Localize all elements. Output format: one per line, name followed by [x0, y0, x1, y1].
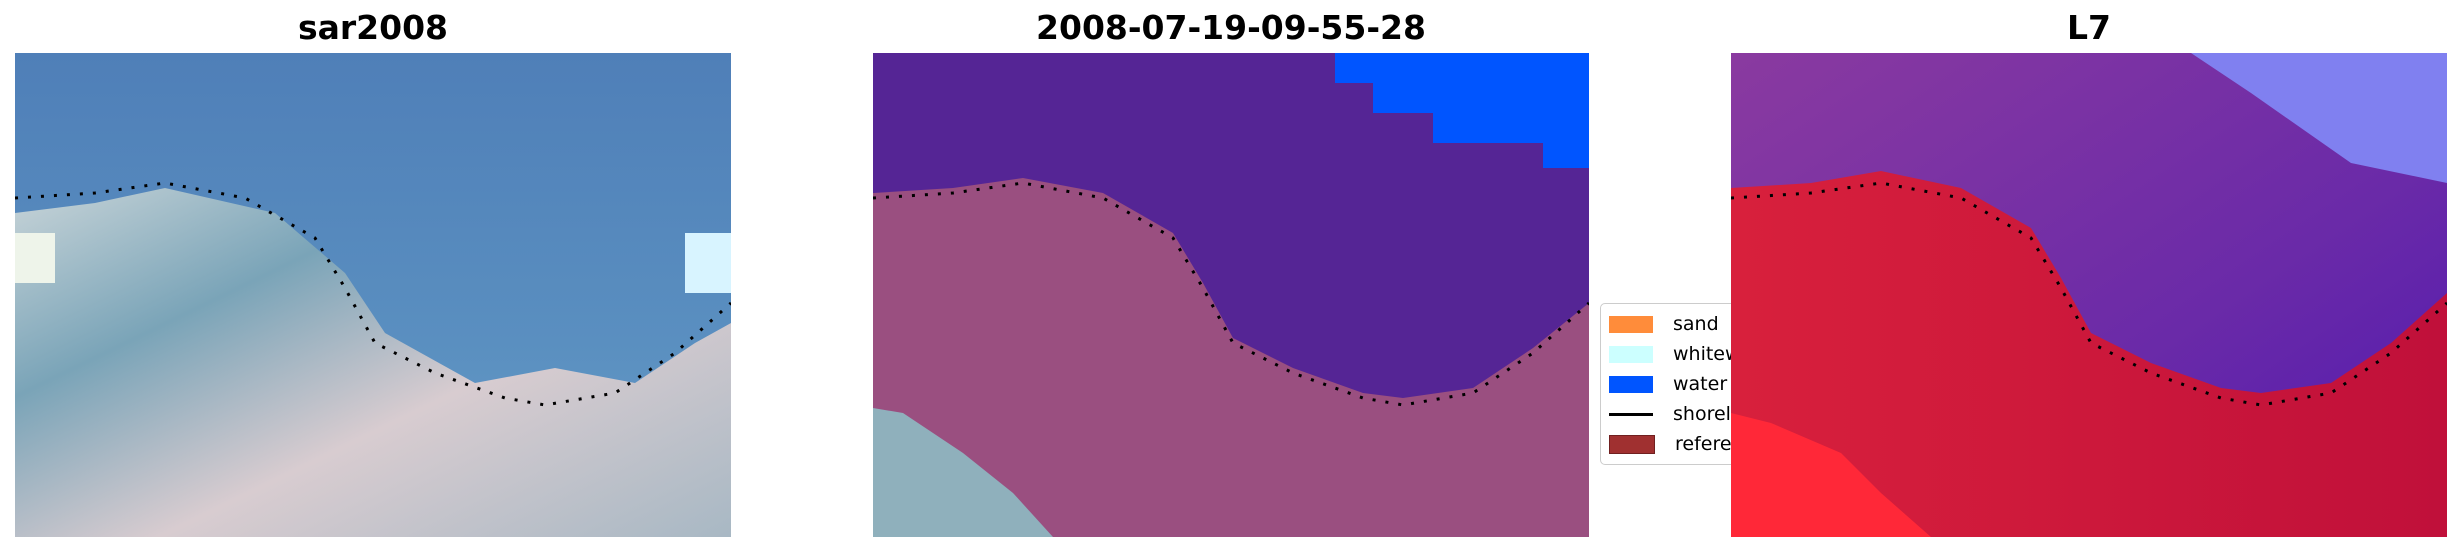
title-panel-3: L7	[2067, 8, 2111, 47]
whitewater-patch	[15, 233, 55, 283]
legend-label: sand	[1673, 313, 1719, 335]
whitewater-swatch	[1609, 345, 1653, 363]
whitewater-patch	[685, 233, 731, 293]
image-panel-sar2008	[15, 53, 731, 537]
title-panel-2: 2008-07-19-09-55-28	[1036, 8, 1426, 47]
bright-red-area	[1731, 413, 1931, 537]
water-blue-area	[1335, 53, 1589, 168]
reference-swatch	[1609, 434, 1655, 454]
land-area	[15, 188, 731, 537]
blue-corner-area	[2191, 53, 2447, 183]
rgb-remainder-area	[873, 408, 1053, 537]
sand-swatch	[1609, 315, 1653, 333]
land-class-area	[873, 178, 1589, 537]
shoreline-swatch	[1609, 412, 1653, 416]
water-swatch	[1609, 375, 1653, 393]
land-area	[1731, 171, 2447, 537]
legend-item-sand: sand	[1609, 312, 1719, 336]
image-panel-L7	[1731, 53, 2447, 537]
legend-label: water	[1673, 373, 1728, 395]
image-panel-classification	[873, 53, 1589, 537]
title-panel-1: sar2008	[297, 8, 449, 47]
legend-item-water: water	[1609, 372, 1727, 396]
